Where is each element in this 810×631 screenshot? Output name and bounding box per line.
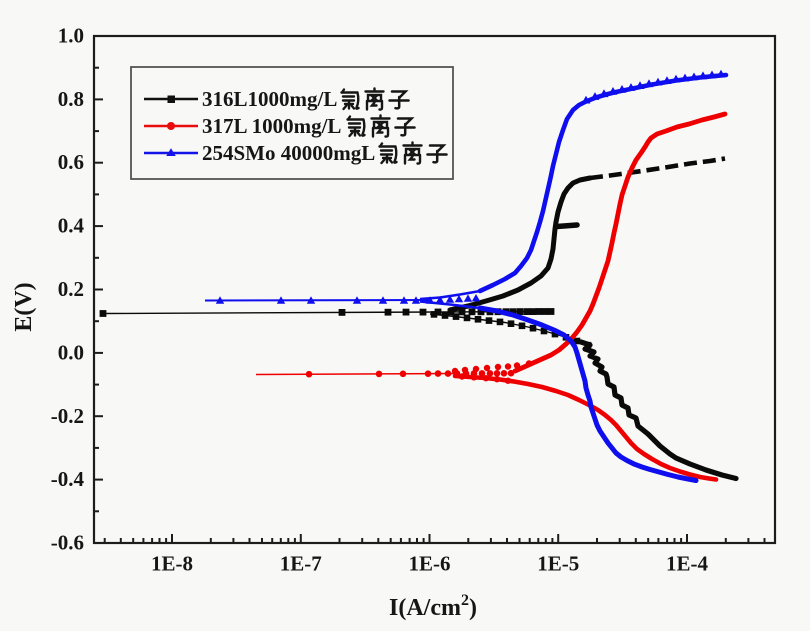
svg-text:0.0: 0.0 bbox=[58, 340, 84, 364]
svg-text:0.6: 0.6 bbox=[58, 150, 84, 174]
svg-text:1E-7: 1E-7 bbox=[280, 552, 322, 576]
svg-text:-0.2: -0.2 bbox=[51, 404, 84, 428]
svg-text:-0.6: -0.6 bbox=[51, 531, 84, 555]
svg-text:1E-4: 1E-4 bbox=[666, 552, 709, 576]
svg-text:254SMo 40000mgL: 254SMo 40000mgL bbox=[202, 141, 375, 165]
svg-text:1E-6: 1E-6 bbox=[409, 552, 451, 576]
svg-text:1E-8: 1E-8 bbox=[151, 552, 193, 576]
svg-text:-0.4: -0.4 bbox=[51, 467, 85, 491]
svg-text:316L1000mg/L: 316L1000mg/L bbox=[202, 87, 337, 111]
svg-text:0.4: 0.4 bbox=[58, 214, 85, 238]
svg-text:1E-5: 1E-5 bbox=[537, 552, 579, 576]
svg-text:1.0: 1.0 bbox=[58, 24, 84, 48]
svg-text:0.8: 0.8 bbox=[58, 87, 84, 111]
svg-text:0.2: 0.2 bbox=[58, 277, 84, 301]
svg-text:E(V): E(V) bbox=[11, 282, 37, 331]
svg-text:317L 1000mg/L: 317L 1000mg/L bbox=[202, 114, 341, 138]
